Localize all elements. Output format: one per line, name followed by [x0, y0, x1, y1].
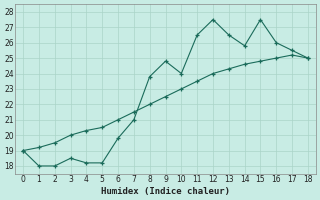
- X-axis label: Humidex (Indice chaleur): Humidex (Indice chaleur): [101, 187, 230, 196]
